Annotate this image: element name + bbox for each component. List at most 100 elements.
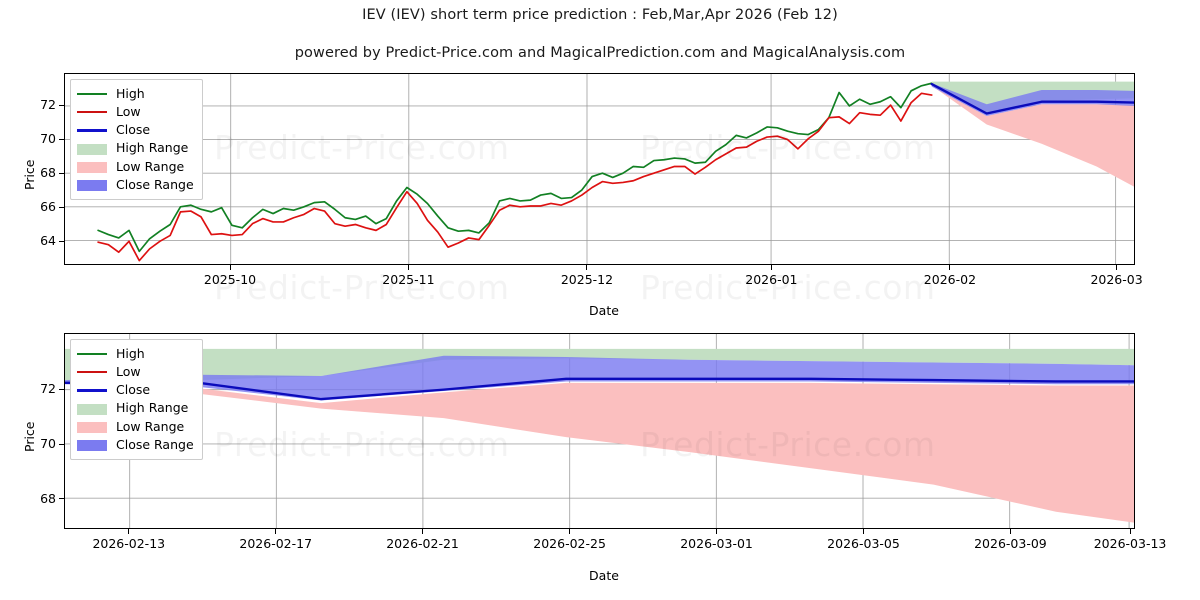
legend-swatch-mark [77,180,107,192]
low-history-line [97,92,933,262]
legend-swatch-mark [77,161,107,173]
top-legend-item: Low [77,103,194,121]
x-tick-label: 2026-02-25 [533,536,606,551]
y-tick-label: 72 [40,381,56,397]
low-range-band [931,85,1134,187]
legend-line-swatch-icon [77,105,107,119]
close-forecast-line [65,377,1134,401]
y-tick-mark [59,240,64,242]
legend-patch-swatch-icon [77,438,107,452]
top-chart-legend: High Low Close High Range Low Range Close Ran… [70,79,203,201]
top-plot-area [64,73,1135,265]
legend-line-swatch-icon [77,87,107,101]
bottom-plot-svg [65,334,1134,528]
legend-item-label: High Range [116,400,189,416]
top-price-chart [64,73,1135,265]
top-plot-svg [65,74,1134,264]
top-legend-item: High Range [77,140,194,158]
legend-swatch-mark [77,440,107,452]
legend-line-swatch-icon [77,383,107,397]
x-tick-mark [422,529,424,534]
y-tick-label: 70 [40,436,56,452]
legend-item-label: Low [116,364,141,380]
legend-swatch-mark [77,353,107,356]
low-range-band [65,382,1134,523]
y-tick-mark [59,388,64,390]
legend-item-label: Low [116,104,141,120]
x-tick-label: 2026-03-13 [1093,536,1167,551]
x-tick-mark [716,529,718,534]
legend-swatch-mark [77,389,107,392]
top-x-axis-label: Date [589,303,619,318]
legend-swatch-mark [77,143,107,155]
top-legend-item: Low Range [77,158,194,176]
bottom-legend-item: Low Range [77,418,194,436]
x-tick-label: 2026-02 [923,272,977,287]
bottom-plot-area [64,333,1135,529]
legend-patch-swatch-icon [77,142,107,156]
legend-item-label: Close Range [116,176,194,192]
page-subtitle: powered by Predict-Price.com and Magical… [294,45,906,61]
x-tick-mark [1116,265,1118,270]
bottom-forecast-chart [64,333,1135,529]
x-tick-label: 2026-03-09 [974,536,1047,551]
x-tick-label: 2026-02-13 [92,536,166,551]
x-tick-label: 2026-03 [1090,272,1143,287]
top-legend-item: Close [77,121,194,139]
bottom-y-axis-label: Price [22,421,37,453]
x-tick-label: 2025-11 [382,272,435,287]
x-tick-mark [1129,529,1131,534]
x-tick-label: 2026-02-17 [239,536,313,551]
x-tick-mark [863,529,864,534]
close-range-band [931,83,1134,117]
top-legend-item: Close Range [77,176,194,194]
legend-patch-swatch-icon [77,178,107,192]
x-tick-mark [229,265,231,270]
x-tick-mark [1009,529,1011,534]
legend-swatch-mark [77,421,107,433]
y-tick-label: 68 [40,165,56,181]
legend-item-label: High [116,85,145,101]
legend-line-swatch-icon [77,347,107,361]
legend-swatch-mark [77,93,107,96]
legend-item-label: High Range [116,140,189,156]
legend-patch-swatch-icon [77,160,107,174]
x-tick-label: 2025-12 [560,272,614,287]
x-tick-mark [586,265,588,270]
bottom-chart-legend: High Low Close High Range Low Range Close Ran… [70,339,203,461]
y-tick-mark [59,138,64,140]
x-tick-label: 2026-03-05 [827,536,900,551]
y-tick-mark [59,498,64,500]
x-tick-mark [275,529,277,534]
bottom-legend-item: Close Range [77,436,194,454]
x-tick-label: 2026-03-01 [680,536,753,551]
y-tick-label: 70 [40,131,56,147]
bottom-legend-item: Low [77,363,194,381]
bottom-x-axis-label: Date [589,568,619,583]
x-tick-mark [128,529,130,534]
legend-patch-swatch-icon [77,420,107,434]
legend-item-label: Close [116,122,151,138]
legend-item-label: High [116,345,145,361]
x-tick-label: 2026-02-21 [386,536,459,551]
close-forecast-line [930,82,1134,115]
legend-swatch-mark [77,371,107,374]
bottom-legend-item: High Range [77,400,194,418]
y-tick-label: 68 [40,490,56,506]
page-title: IEV (IEV) short term price prediction : … [362,7,838,23]
y-tick-label: 64 [40,233,56,249]
x-tick-mark [770,265,772,270]
top-legend-item: High [77,85,194,103]
high-range-band [65,348,1134,382]
x-tick-mark [569,529,571,534]
y-tick-mark [59,443,64,445]
legend-line-swatch-icon [77,365,107,379]
legend-line-swatch-icon [77,123,107,137]
legend-swatch-mark [77,403,107,415]
bottom-legend-item: High [77,345,194,363]
x-tick-mark [407,265,409,270]
x-tick-mark [949,265,951,270]
top-y-axis-label: Price [22,159,37,191]
legend-item-label: Low Range [116,158,185,174]
